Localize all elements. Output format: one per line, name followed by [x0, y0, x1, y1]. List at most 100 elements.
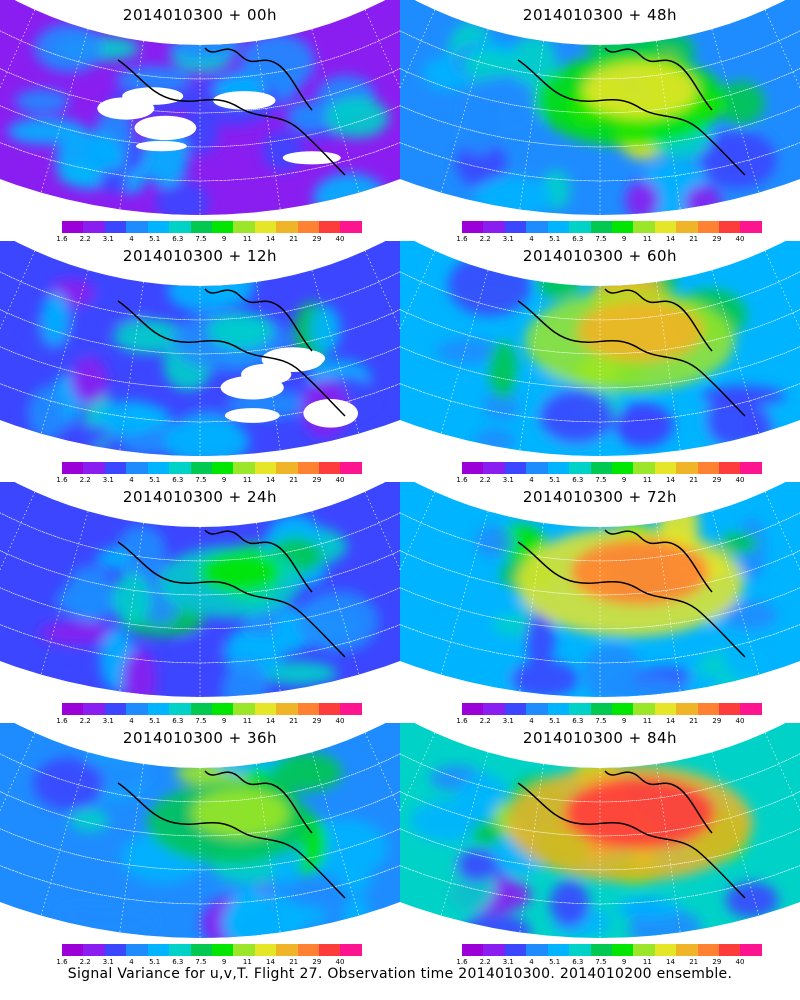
colorbar-tick-label: 7.5	[195, 717, 207, 725]
colorbar-swatch	[740, 703, 762, 715]
colorbar-tick-label: 29	[312, 476, 322, 484]
colorbar-swatch	[611, 221, 634, 233]
colorbar-swatch	[569, 703, 591, 715]
colorbar-swatch	[297, 221, 320, 233]
colorbar-swatch	[276, 703, 298, 715]
colorbar-swatch	[319, 462, 341, 474]
colorbar-swatch	[83, 703, 105, 715]
colorbar-tick-label: 40	[335, 958, 345, 966]
colorbar-swatch	[719, 462, 741, 474]
figure-caption: Signal Variance for u,v,T. Flight 27. Ob…	[67, 966, 733, 982]
colorbar-tick-label: 9	[621, 717, 627, 725]
colorbar-tick-label: 14	[666, 717, 675, 725]
colorbar-swatch	[719, 221, 741, 233]
polar-map	[0, 482, 400, 697]
colorbar-tick-label: 14	[266, 958, 275, 966]
colorbar-swatch	[211, 221, 234, 233]
coastline	[117, 529, 346, 658]
colorbar-swatch	[211, 703, 234, 715]
colorbar-tick-label: 2.2	[79, 235, 91, 243]
colorbar-swatch	[654, 462, 677, 474]
colorbar-tick-label: 5.1	[549, 958, 561, 966]
colorbar-labels: 1.6 2.2 3.1 4 5.1 6.3 7.5 9 11 14 21 29 40	[456, 717, 762, 727]
colorbar-tick-label: 21	[289, 958, 299, 966]
colorbar-tick-label: 29	[712, 235, 722, 243]
colorbar-labels: 1.6 2.2 3.1 4 5.1 6.3 7.5 9 11 14 21 29 40	[56, 235, 362, 245]
colorbar-swatch	[319, 944, 341, 956]
colorbar-swatch	[483, 462, 505, 474]
colorbar-swatch	[633, 221, 655, 233]
colorbar-swatch	[211, 944, 234, 956]
colorbar-tick-label: 29	[712, 958, 722, 966]
colorbar-tick-label: 40	[335, 717, 345, 725]
colorbar-tick-label: 4	[529, 717, 534, 725]
colorbar-swatch	[633, 462, 655, 474]
colorbar-swatch	[483, 703, 505, 715]
colorbar-tick-label: 1.6	[456, 235, 468, 243]
colorbar-swatch	[190, 221, 212, 233]
coastline	[517, 47, 746, 176]
colorbar-swatch	[719, 703, 741, 715]
colorbar-swatch	[126, 944, 148, 956]
colorbar-tick-label: 40	[735, 235, 745, 243]
colorbar-tick-label: 4	[129, 958, 134, 966]
polar-map	[0, 723, 400, 938]
variance-field	[400, 241, 800, 456]
coastline	[517, 288, 746, 417]
colorbar-tick-label: 4	[529, 476, 534, 484]
colorbar-swatch	[611, 703, 634, 715]
colorbar-swatch	[462, 944, 484, 956]
colorbar-swatch	[740, 944, 762, 956]
colorbar-swatch	[190, 462, 212, 474]
map-panel: 2014010300 + 36h 1.6 2.2 3.1 4 5.1 6.3 7.5 9 11 14…	[0, 723, 400, 968]
colorbar-swatch	[590, 462, 612, 474]
colorbar-tick-label: 1.6	[456, 717, 468, 725]
polar-map	[400, 0, 800, 215]
colorbar-swatch	[676, 703, 698, 715]
colorbar-swatch	[526, 944, 548, 956]
variance-field	[0, 723, 400, 938]
colorbar-swatch	[547, 703, 570, 715]
colorbar-tick-label: 7.5	[195, 476, 207, 484]
colorbar-tick-label: 11	[642, 717, 652, 725]
colorbar-tick-label: 5.1	[149, 476, 161, 484]
colorbar-tick-label: 11	[242, 958, 252, 966]
colorbar-tick-label: 1.6	[56, 476, 68, 484]
colorbar-swatch	[62, 462, 84, 474]
colorbar-swatch	[504, 944, 527, 956]
colorbar-swatch	[569, 944, 591, 956]
colorbar-swatch	[590, 944, 612, 956]
colorbar-swatch	[254, 221, 277, 233]
colorbar-tick-label: 2.2	[479, 235, 491, 243]
colorbar-tick-label: 9	[221, 235, 227, 243]
colorbar-tick-label: 9	[221, 717, 227, 725]
colorbar-swatch	[611, 462, 634, 474]
polar-map	[400, 723, 800, 938]
colorbar-swatch	[340, 703, 362, 715]
colorbar-swatch	[740, 221, 762, 233]
colorbar-tick-label: 6.3	[172, 958, 184, 966]
colorbar-tick-label: 7.5	[595, 958, 607, 966]
colorbar-labels: 1.6 2.2 3.1 4 5.1 6.3 7.5 9 11 14 21 29 40	[56, 717, 362, 727]
colorbar-tick-label: 3.1	[102, 235, 114, 243]
variance-field	[0, 482, 400, 697]
colorbar-swatch	[526, 221, 548, 233]
colorbar-swatch	[276, 221, 298, 233]
colorbar-labels: 1.6 2.2 3.1 4 5.1 6.3 7.5 9 11 14 21 29 40	[456, 958, 762, 968]
colorbar-tick-label: 9	[621, 958, 627, 966]
colorbar-tick-label: 9	[221, 958, 227, 966]
colorbar-swatch	[697, 703, 720, 715]
map-panel: 2014010300 + 72h 1.6 2.2 3.1 4 5.1 6.3 7.5 9 11 14…	[400, 482, 800, 727]
colorbar	[62, 944, 362, 956]
colorbar-swatch	[297, 944, 320, 956]
coastline	[117, 288, 346, 417]
colorbar-tick-label: 14	[266, 476, 275, 484]
colorbar-tick-label: 2.2	[79, 717, 91, 725]
colorbar-swatch	[297, 703, 320, 715]
colorbar-swatch	[319, 221, 341, 233]
colorbar-tick-label: 14	[266, 235, 275, 243]
colorbar-swatch	[169, 703, 191, 715]
map-panel: 2014010300 + 24h 1.6 2.2 3.1 4 5.1 6.3 7.5 9 11 14…	[0, 482, 400, 727]
colorbar-tick-label: 40	[335, 235, 345, 243]
colorbar-tick-label: 11	[242, 235, 252, 243]
